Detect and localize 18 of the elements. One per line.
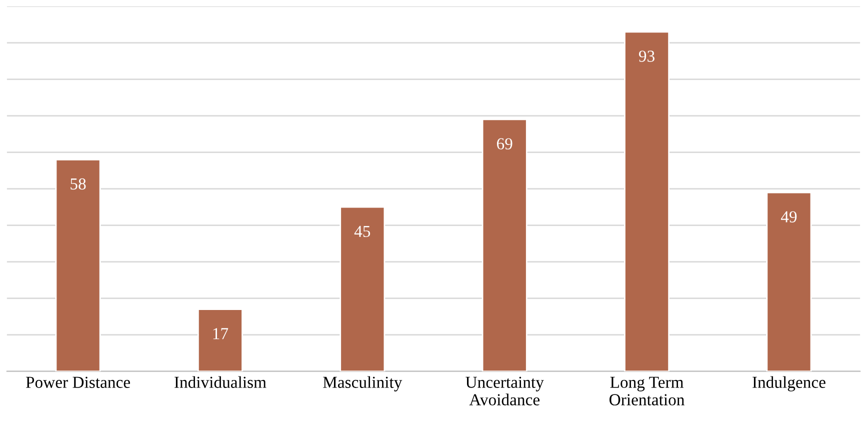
x-tick-label: Individualism: [174, 376, 266, 388]
data-label: 69: [496, 138, 512, 150]
data-label: 93: [638, 50, 654, 62]
x-tick-label: Indulgence: [752, 376, 826, 392]
bar: [55, 158, 101, 372]
data-label: 58: [70, 178, 86, 190]
data-label: 45: [354, 226, 370, 238]
x-tick-label: Uncertainty Avoidance: [466, 376, 544, 406]
bar: [624, 31, 670, 372]
x-tick-label: Long Term Orientation: [610, 376, 684, 406]
bar: [766, 192, 812, 372]
x-tick-label: Power Distance: [26, 376, 130, 388]
data-label: 49: [780, 211, 797, 222]
bar: [197, 308, 243, 372]
bar: [340, 206, 386, 372]
x-tick-label: Masculinity: [323, 376, 402, 392]
data-label: 17: [213, 328, 228, 340]
bar: [482, 118, 528, 372]
